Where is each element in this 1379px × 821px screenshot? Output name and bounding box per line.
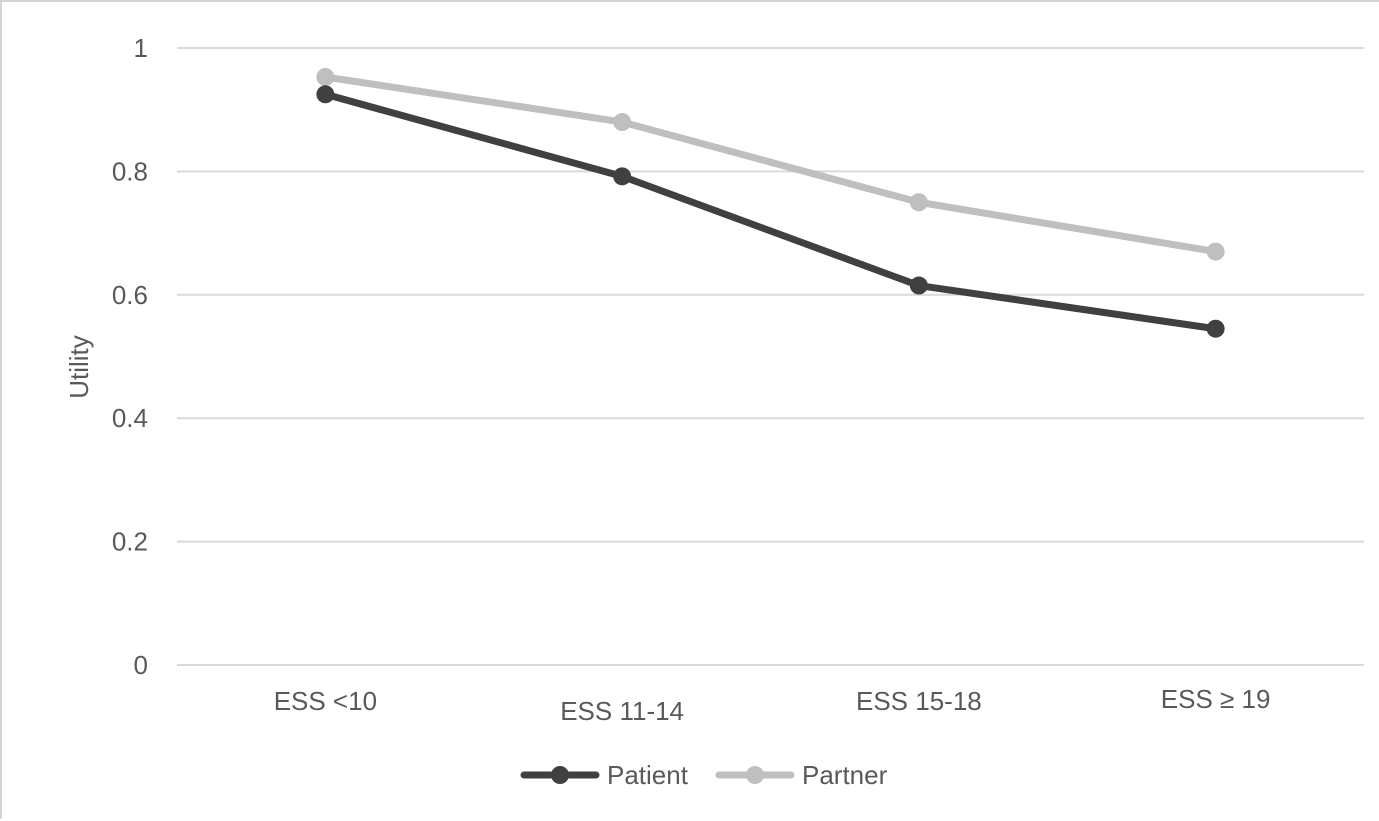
y-tick-label: 0.8 xyxy=(112,156,148,186)
legend-swatch-marker xyxy=(551,766,569,784)
legend-label: Partner xyxy=(802,760,888,790)
y-tick-label: 0.6 xyxy=(112,280,148,310)
legend-label: Patient xyxy=(607,760,689,790)
y-axis-title: Utility xyxy=(64,335,94,399)
y-tick-label: 0 xyxy=(134,650,148,680)
data-point-patient xyxy=(1206,319,1225,338)
x-tick-label: ESS 11-14 xyxy=(560,696,684,726)
series-patient xyxy=(316,85,1225,338)
data-point-partner xyxy=(909,193,928,212)
gridlines xyxy=(177,47,1364,666)
legend-item-partner: Partner xyxy=(715,760,888,790)
x-tick-label: ESS <10 xyxy=(274,686,377,716)
series-line-patient xyxy=(321,90,1220,333)
x-tick-labels: ESS <10 ESS 11-14 ESS 15-18 ESS ≥ 19 xyxy=(274,684,1271,726)
data-point-partner xyxy=(613,113,632,132)
series-partner xyxy=(316,67,1225,261)
data-point-partner xyxy=(1206,242,1225,261)
data-point-partner xyxy=(316,67,335,86)
data-point-patient xyxy=(613,167,632,186)
series xyxy=(316,67,1225,338)
x-tick-label: ESS 15-18 xyxy=(856,686,982,716)
data-point-patient xyxy=(316,85,335,104)
series-line-partner xyxy=(321,73,1220,256)
x-tick-label: ESS ≥ 19 xyxy=(1161,684,1271,714)
legend-swatch-marker xyxy=(746,766,764,784)
y-tick-label: 0.2 xyxy=(112,527,148,557)
y-tick-label: 1 xyxy=(134,33,148,63)
y-tick-label: 0.4 xyxy=(112,403,148,433)
data-point-patient xyxy=(909,276,928,295)
legend: Patient Partner xyxy=(520,760,888,790)
y-tick-labels: 0 0.2 0.4 0.6 0.8 1 xyxy=(112,33,148,680)
legend-item-patient: Patient xyxy=(520,760,689,790)
